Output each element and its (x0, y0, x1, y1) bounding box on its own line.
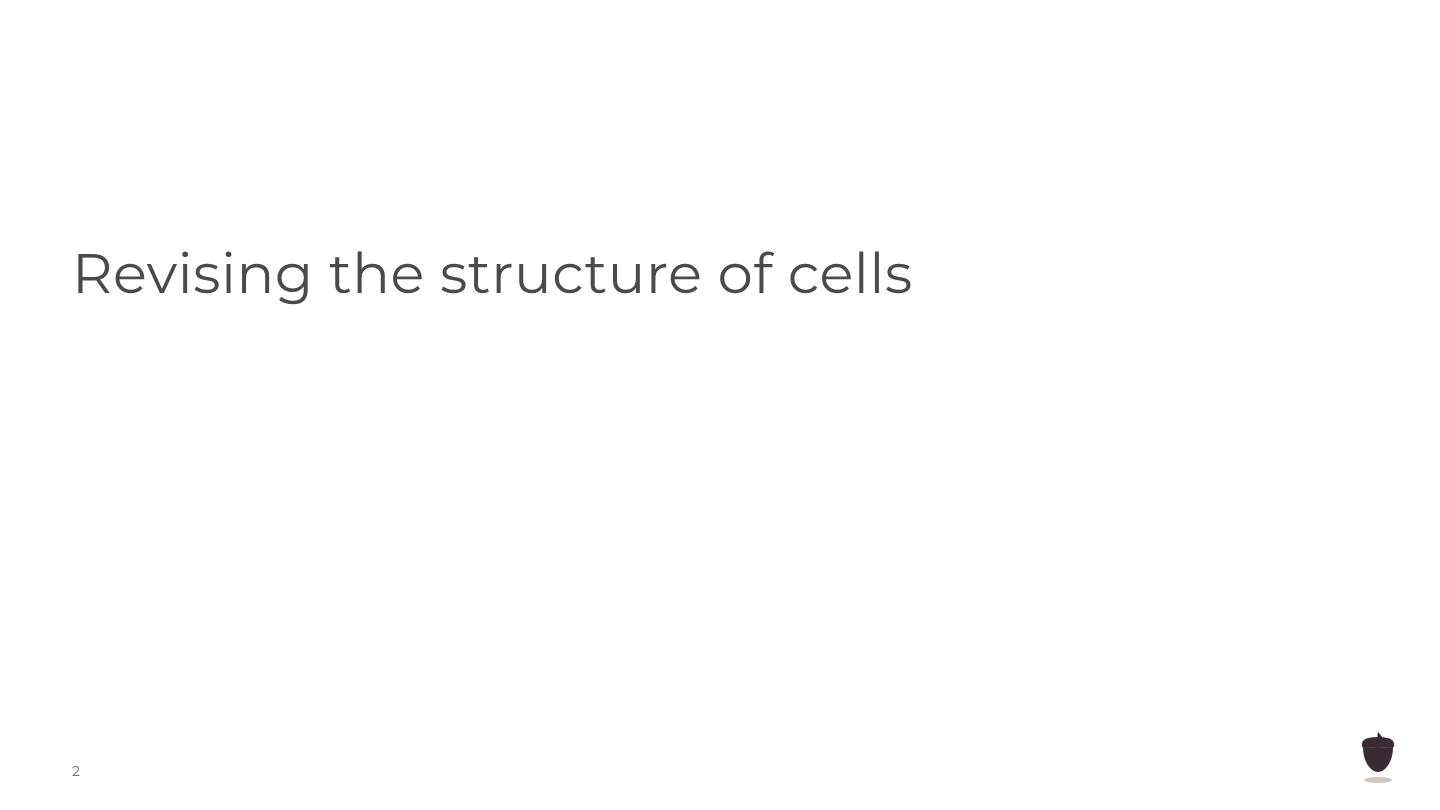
acorn-icon (1356, 730, 1400, 786)
slide-title: Revising the structure of cells (72, 240, 913, 308)
page-number: 2 (72, 762, 80, 780)
logo-container (1356, 730, 1400, 786)
